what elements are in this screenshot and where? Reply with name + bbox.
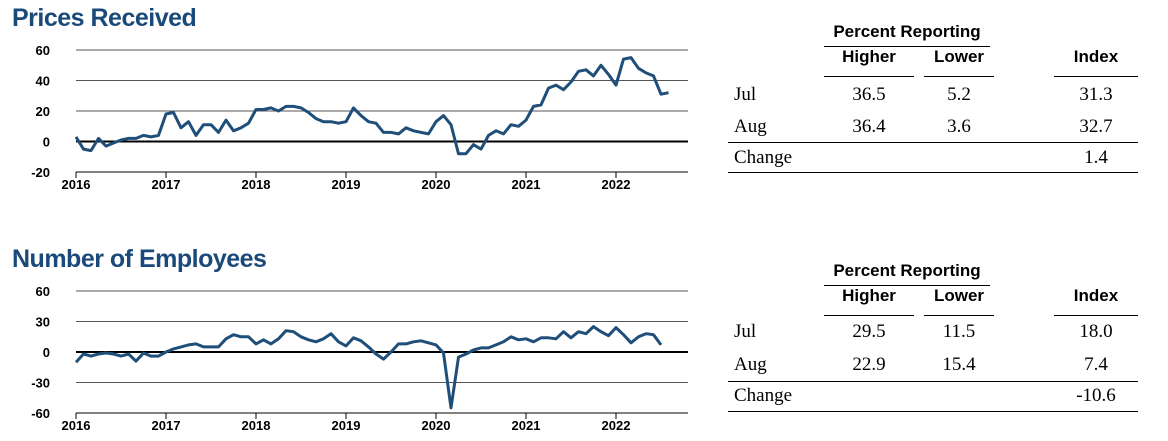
divider	[1054, 76, 1138, 77]
col-header-lower: Lower	[933, 47, 985, 66]
x-tick-label: 2021	[512, 418, 541, 433]
x-tick-label: 2022	[602, 418, 631, 433]
divider	[824, 76, 914, 77]
divider	[728, 172, 1138, 173]
divider	[824, 46, 990, 47]
cell-index: 1.4	[1084, 147, 1108, 168]
chart-title: Prices Received	[12, 4, 197, 32]
x-tick-label: 2022	[602, 177, 631, 192]
row-label-change: Change	[734, 147, 793, 168]
y-tick-label: -20	[31, 165, 50, 180]
row-label-jul: Jul	[734, 321, 757, 342]
x-tick-label: 2019	[332, 418, 361, 433]
cell-index: 31.3	[1079, 84, 1113, 105]
divider	[728, 381, 1138, 382]
col-header-higher: Higher	[842, 47, 896, 66]
x-tick-label: 2019	[332, 177, 361, 192]
x-tick-label: 2017	[152, 177, 181, 192]
cell-higher: 22.9	[852, 354, 886, 375]
row-label-jul: Jul	[734, 84, 757, 105]
col-header-index: Index	[1073, 47, 1119, 66]
x-tick-label: 2018	[242, 177, 271, 192]
y-tick-label: 30	[36, 315, 50, 330]
prices-received-table: Percent Reporting Higher Lower Index Jul…	[728, 22, 1148, 174]
divider	[924, 76, 994, 77]
divider	[824, 285, 990, 286]
employees-chart: 60 30 0 -30 -60 2016 2017 2018 2019 2020 2021 2022	[31, 284, 688, 433]
divider	[924, 315, 994, 316]
x-tick-label: 2021	[512, 177, 541, 192]
row-label-change: Change	[734, 385, 793, 406]
cell-index: 18.0	[1079, 321, 1113, 342]
table-group-header: Percent Reporting	[833, 22, 981, 41]
divider	[728, 142, 1138, 143]
cell-lower: 5.2	[947, 84, 971, 105]
x-tick-label: 2017	[152, 418, 181, 433]
cell-higher: 29.5	[852, 321, 886, 342]
divider	[824, 315, 914, 316]
series-line	[74, 325, 663, 410]
x-tick-label: 2020	[422, 418, 451, 433]
divider	[728, 411, 1138, 412]
y-tick-label: 40	[36, 74, 50, 89]
cell-higher: 36.4	[852, 116, 886, 137]
col-header-index: Index	[1073, 286, 1119, 305]
x-tick-label: 2016	[62, 177, 91, 192]
y-tick-label: 20	[36, 104, 50, 119]
y-tick-label: 0	[43, 345, 50, 360]
series-line	[74, 56, 669, 156]
cell-index: 7.4	[1084, 354, 1108, 375]
cell-lower: 11.5	[942, 321, 976, 342]
cell-lower: 3.6	[947, 116, 971, 137]
row-label-aug: Aug	[734, 354, 767, 375]
x-tick-label: 2020	[422, 177, 451, 192]
col-header-lower: Lower	[933, 286, 985, 305]
row-label-aug: Aug	[734, 116, 767, 137]
prices-received-chart: 60 40 20 0 -20 2016 2017 2018 2019 2020 2021 2022	[31, 43, 688, 192]
y-tick-label: -60	[31, 406, 50, 421]
y-tick-label: 60	[36, 43, 50, 58]
x-tick-label: 2018	[242, 418, 271, 433]
col-header-higher: Higher	[842, 286, 896, 305]
cell-higher: 36.5	[852, 84, 886, 105]
divider	[1054, 315, 1138, 316]
y-tick-label: 0	[43, 135, 50, 150]
cell-index: 32.7	[1079, 116, 1113, 137]
cell-lower: 15.4	[942, 354, 976, 375]
y-tick-label: 60	[36, 284, 50, 299]
table-group-header: Percent Reporting	[833, 261, 981, 280]
cell-index: -10.6	[1076, 385, 1116, 406]
chart-title: Number of Employees	[12, 245, 267, 273]
x-tick-label: 2016	[62, 418, 91, 433]
y-tick-label: -30	[31, 376, 50, 391]
employees-table: Percent Reporting Higher Lower Index Jul…	[728, 261, 1148, 413]
